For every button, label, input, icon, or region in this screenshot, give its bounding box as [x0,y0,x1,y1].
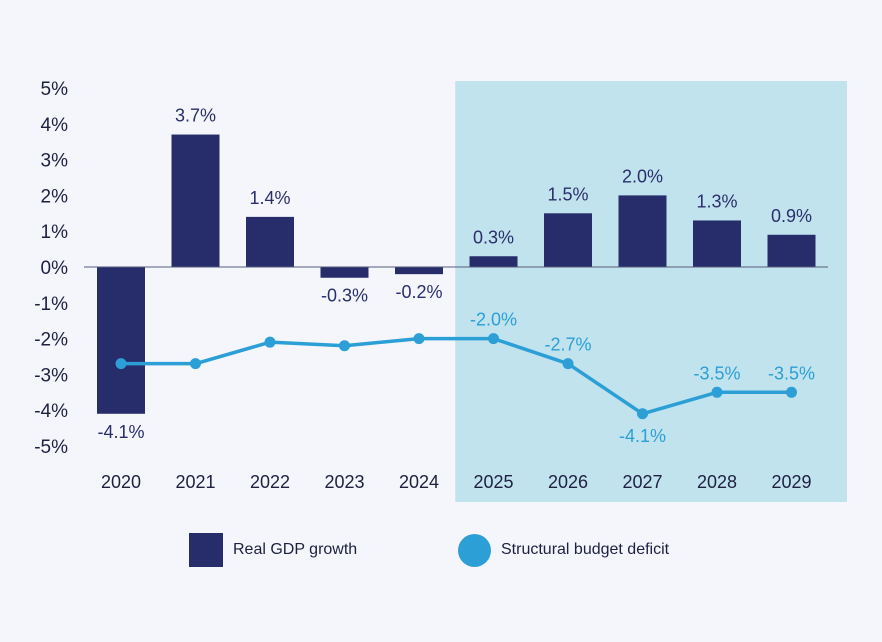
deficit-point-label: -4.1% [619,426,666,446]
deficit-point-label: -3.5% [693,363,740,383]
legend-item-deficit: Structural budget deficit [458,532,669,568]
gdp-bar [693,220,741,267]
legend-label-gdp: Real GDP growth [233,541,358,558]
y-tick-label: 4% [41,115,69,136]
y-tick-label: -1% [34,294,68,315]
x-tick-label: 2027 [622,472,662,492]
deficit-point [786,386,797,398]
x-tick-label: 2021 [175,472,215,492]
deficit-point [413,333,425,345]
gdp-bar [395,267,443,275]
x-tick-label: 2022 [250,472,290,492]
deficit-point [115,358,127,370]
x-tick-label: 2020 [101,472,141,492]
gdp-bar-label: 2.0% [622,166,663,186]
gdp-bar-label: 0.3% [473,227,514,247]
y-tick-label: 2% [41,186,69,207]
legend-swatch-deficit [458,533,491,567]
deficit-point [264,336,276,348]
deficit-line [121,336,792,416]
gdp-bar [618,195,667,267]
x-tick-label: 2025 [473,472,513,492]
gdp-bar [171,134,220,267]
deficit-point-label: -2.0% [470,310,517,330]
data-labels: -4.1% 3.7% 1.4% -0.3% -0.2% 0.3% 1.5% 2.0% 1.3% 0… [97,106,815,446]
deficit-point [711,386,723,398]
y-tick-label: 3% [41,151,69,172]
legend-label-deficit: Structural budget deficit [501,541,670,558]
y-tick-label: -4% [34,401,68,422]
deficit-point [190,358,201,370]
gdp-bar-label: -0.3% [321,286,368,306]
gdp-bar [246,216,294,267]
forecast-highlight-region [455,81,847,502]
deficit-point [488,333,499,345]
gdp-bar-label: -4.1% [97,422,144,442]
gdp-bar [320,267,369,278]
gdp-bar-label: 1.4% [249,188,290,208]
gdp-bar-label: 1.3% [696,191,737,211]
x-axis: 2020 2021 2022 2023 2024 2025 2026 2027 2028 2029 [101,472,812,492]
gdp-bar-label: 1.5% [547,184,588,204]
deficit-point [637,408,648,420]
y-axis: 5% 4% 3% 2% 1% 0% -1% -2% -3% -4% -5% [34,79,68,458]
y-tick-label: 0% [41,258,69,279]
gdp-bar-label: -0.2% [395,282,442,302]
deficit-point-label: -2.7% [544,335,591,355]
x-tick-label: 2024 [399,472,439,492]
gdp-bar [97,267,145,414]
deficit-point [562,358,574,370]
legend-swatch-gdp [189,533,223,567]
gdp-bar [544,213,592,267]
y-tick-label: -2% [34,330,68,351]
y-tick-label: 5% [41,79,69,100]
chart: 5% 4% 3% 2% 1% 0% -1% -2% -3% -4% -5% -4.1% 3.7% 1.4… [34,79,847,502]
gdp-bars [97,134,816,414]
x-tick-label: 2026 [548,472,588,492]
gdp-bar [469,256,518,267]
x-tick-label: 2023 [324,472,364,492]
deficit-point-label: -3.5% [768,363,815,383]
deficit-line-series [115,333,797,420]
gdp-bar-label: 3.7% [175,106,216,126]
x-tick-label: 2028 [697,472,737,492]
y-tick-label: 1% [41,222,69,243]
gdp-bar-label: 0.9% [771,206,812,226]
y-tick-label: -5% [34,437,68,458]
deficit-point [339,340,350,352]
x-tick-label: 2029 [771,472,811,492]
legend-item-gdp: Real GDP growth [189,532,357,568]
gdp-bar [767,234,816,267]
legend: Real GDP growth Structural budget defici… [0,532,882,568]
y-tick-label: -3% [34,365,68,386]
